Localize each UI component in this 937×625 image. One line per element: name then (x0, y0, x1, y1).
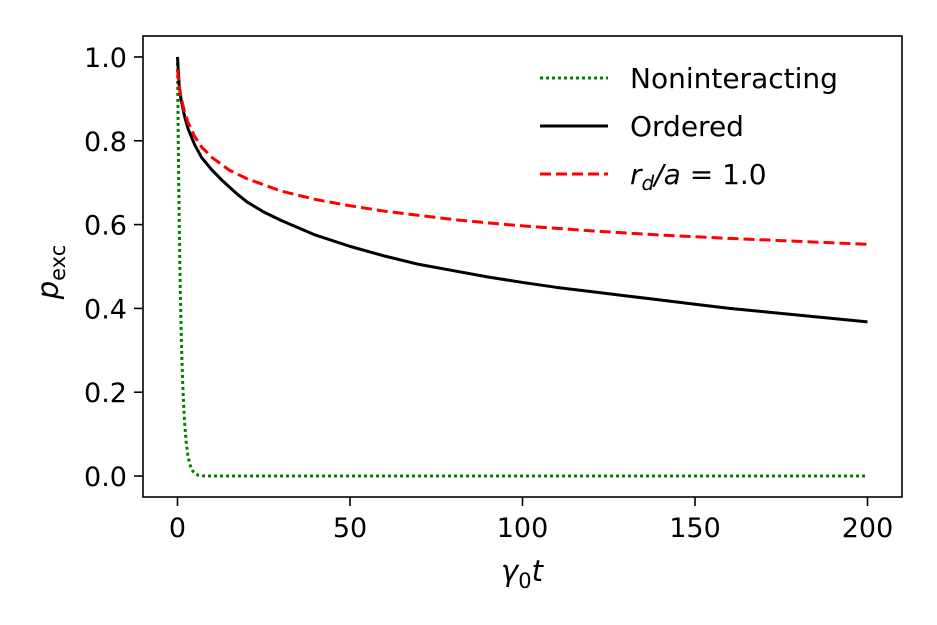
x-tick-label: 200 (842, 513, 894, 544)
legend-label-rd-a: rd/a = 1.0 (630, 158, 767, 195)
legend-label-ordered: Ordered (630, 110, 744, 143)
legend-label-noninteracting: Noninteracting (630, 62, 838, 95)
x-tick-label: 150 (669, 513, 721, 544)
x-tick-label: 50 (333, 513, 367, 544)
y-tick-label: 0.8 (84, 127, 127, 158)
y-tick-label: 0.4 (84, 294, 127, 325)
x-tick-label: 0 (169, 513, 186, 544)
series-line-r-d-a-1-0 (176, 69, 868, 246)
axis-ticks: 0 50 100 150 200 0.0 0.2 0.4 0.6 0.8 1.0 (84, 43, 893, 544)
y-tick-label: 0.2 (84, 378, 127, 409)
series-line-ordered (176, 56, 868, 324)
y-axis-label: pexc (31, 245, 70, 301)
x-tick-label: 100 (497, 513, 549, 544)
y-tick-label: 0.0 (84, 462, 127, 493)
y-tick-label: 1.0 (84, 43, 127, 74)
plot-frame (142, 35, 903, 498)
series-lines (176, 56, 868, 478)
y-tick-label: 0.6 (84, 211, 127, 242)
series-line-noninteracting (176, 56, 868, 478)
legend: Noninteracting Ordered rd/a = 1.0 (540, 62, 838, 195)
x-axis-label: γ0t (501, 554, 545, 593)
